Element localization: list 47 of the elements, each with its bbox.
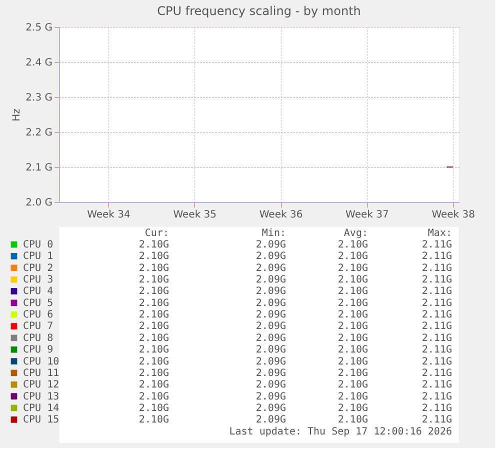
y-tick-label: 2.2 G [26,128,52,138]
y-tick-label: 2.4 G [26,58,52,68]
legend-label: CPU 0 [23,240,54,251]
text: Cur: Min: Avg: Max: [144,228,452,239]
chart-title: CPU frequency scaling - by month [157,4,361,18]
legend-label: CPU 10 [23,356,60,368]
text: 2.10G 2.09G 2.10G 2.11G [138,356,452,368]
text: 2.10G 2.09G 2.10G 2.11G [138,368,452,379]
x-tick-label: Week 35 [173,210,217,220]
x-tick-label: Week 36 [259,210,303,220]
legend-label: CPU 5 [23,298,54,309]
legend-label: CPU 8 [23,332,54,344]
y-tick-label: 2.0 G [26,198,52,208]
text: 2.10G 2.09G 2.10G 2.11G [138,262,452,274]
text: 2.10G 2.09G 2.10G 2.11G [138,298,452,309]
text: 2.10G 2.09G 2.10G 2.11G [138,344,452,356]
y-tick-label: 2.3 G [26,92,52,104]
y-tick-label: 2.1 G [26,162,52,174]
legend-label: CPU 13 [23,391,60,402]
text: 2.10G 2.09G 2.10G 2.11G [138,274,452,286]
legend-label: CPU 15 [23,414,60,426]
y-axis-title: Hz [12,108,23,122]
legend-label: CPU 11 [23,368,60,379]
legend-label: CPU 1 [23,251,54,262]
text: Last update: Thu Sep 17 12:00:16 2026 [229,426,452,438]
legend-label: CPU 4 [23,286,54,298]
legend-label: CPU 7 [23,321,54,332]
text: 2.10G 2.09G 2.10G 2.11G [138,380,452,391]
text: 2.10G 2.09G 2.10G 2.11G [138,321,452,332]
legend-label: CPU 2 [23,262,54,274]
text: 2.10G 2.09G 2.10G 2.11G [138,240,452,251]
x-tick-label: Week 38 [432,210,475,220]
legend-label: CPU 9 [23,344,54,356]
text: 2.10G 2.09G 2.10G 2.11G [138,414,452,426]
x-tick-label: Week 34 [87,210,130,220]
text: 2.10G 2.09G 2.10G 2.11G [138,286,452,298]
text: 2.10G 2.09G 2.10G 2.11G [138,332,452,344]
text: 2.10G 2.09G 2.10G 2.11G [138,391,452,402]
legend-label: CPU 6 [23,310,54,321]
text: 2.10G 2.09G 2.10G 2.11G [138,402,452,414]
legend-label: CPU 12 [23,380,60,391]
y-tick-label: 2.5 G [26,22,52,34]
legend-label: CPU 3 [23,274,54,286]
text: 2.10G 2.09G 2.10G 2.11G [138,310,452,321]
x-tick-label: Week 37 [346,210,389,220]
text: 2.10G 2.09G 2.10G 2.11G [138,251,452,262]
legend-label: CPU 14 [23,402,60,414]
